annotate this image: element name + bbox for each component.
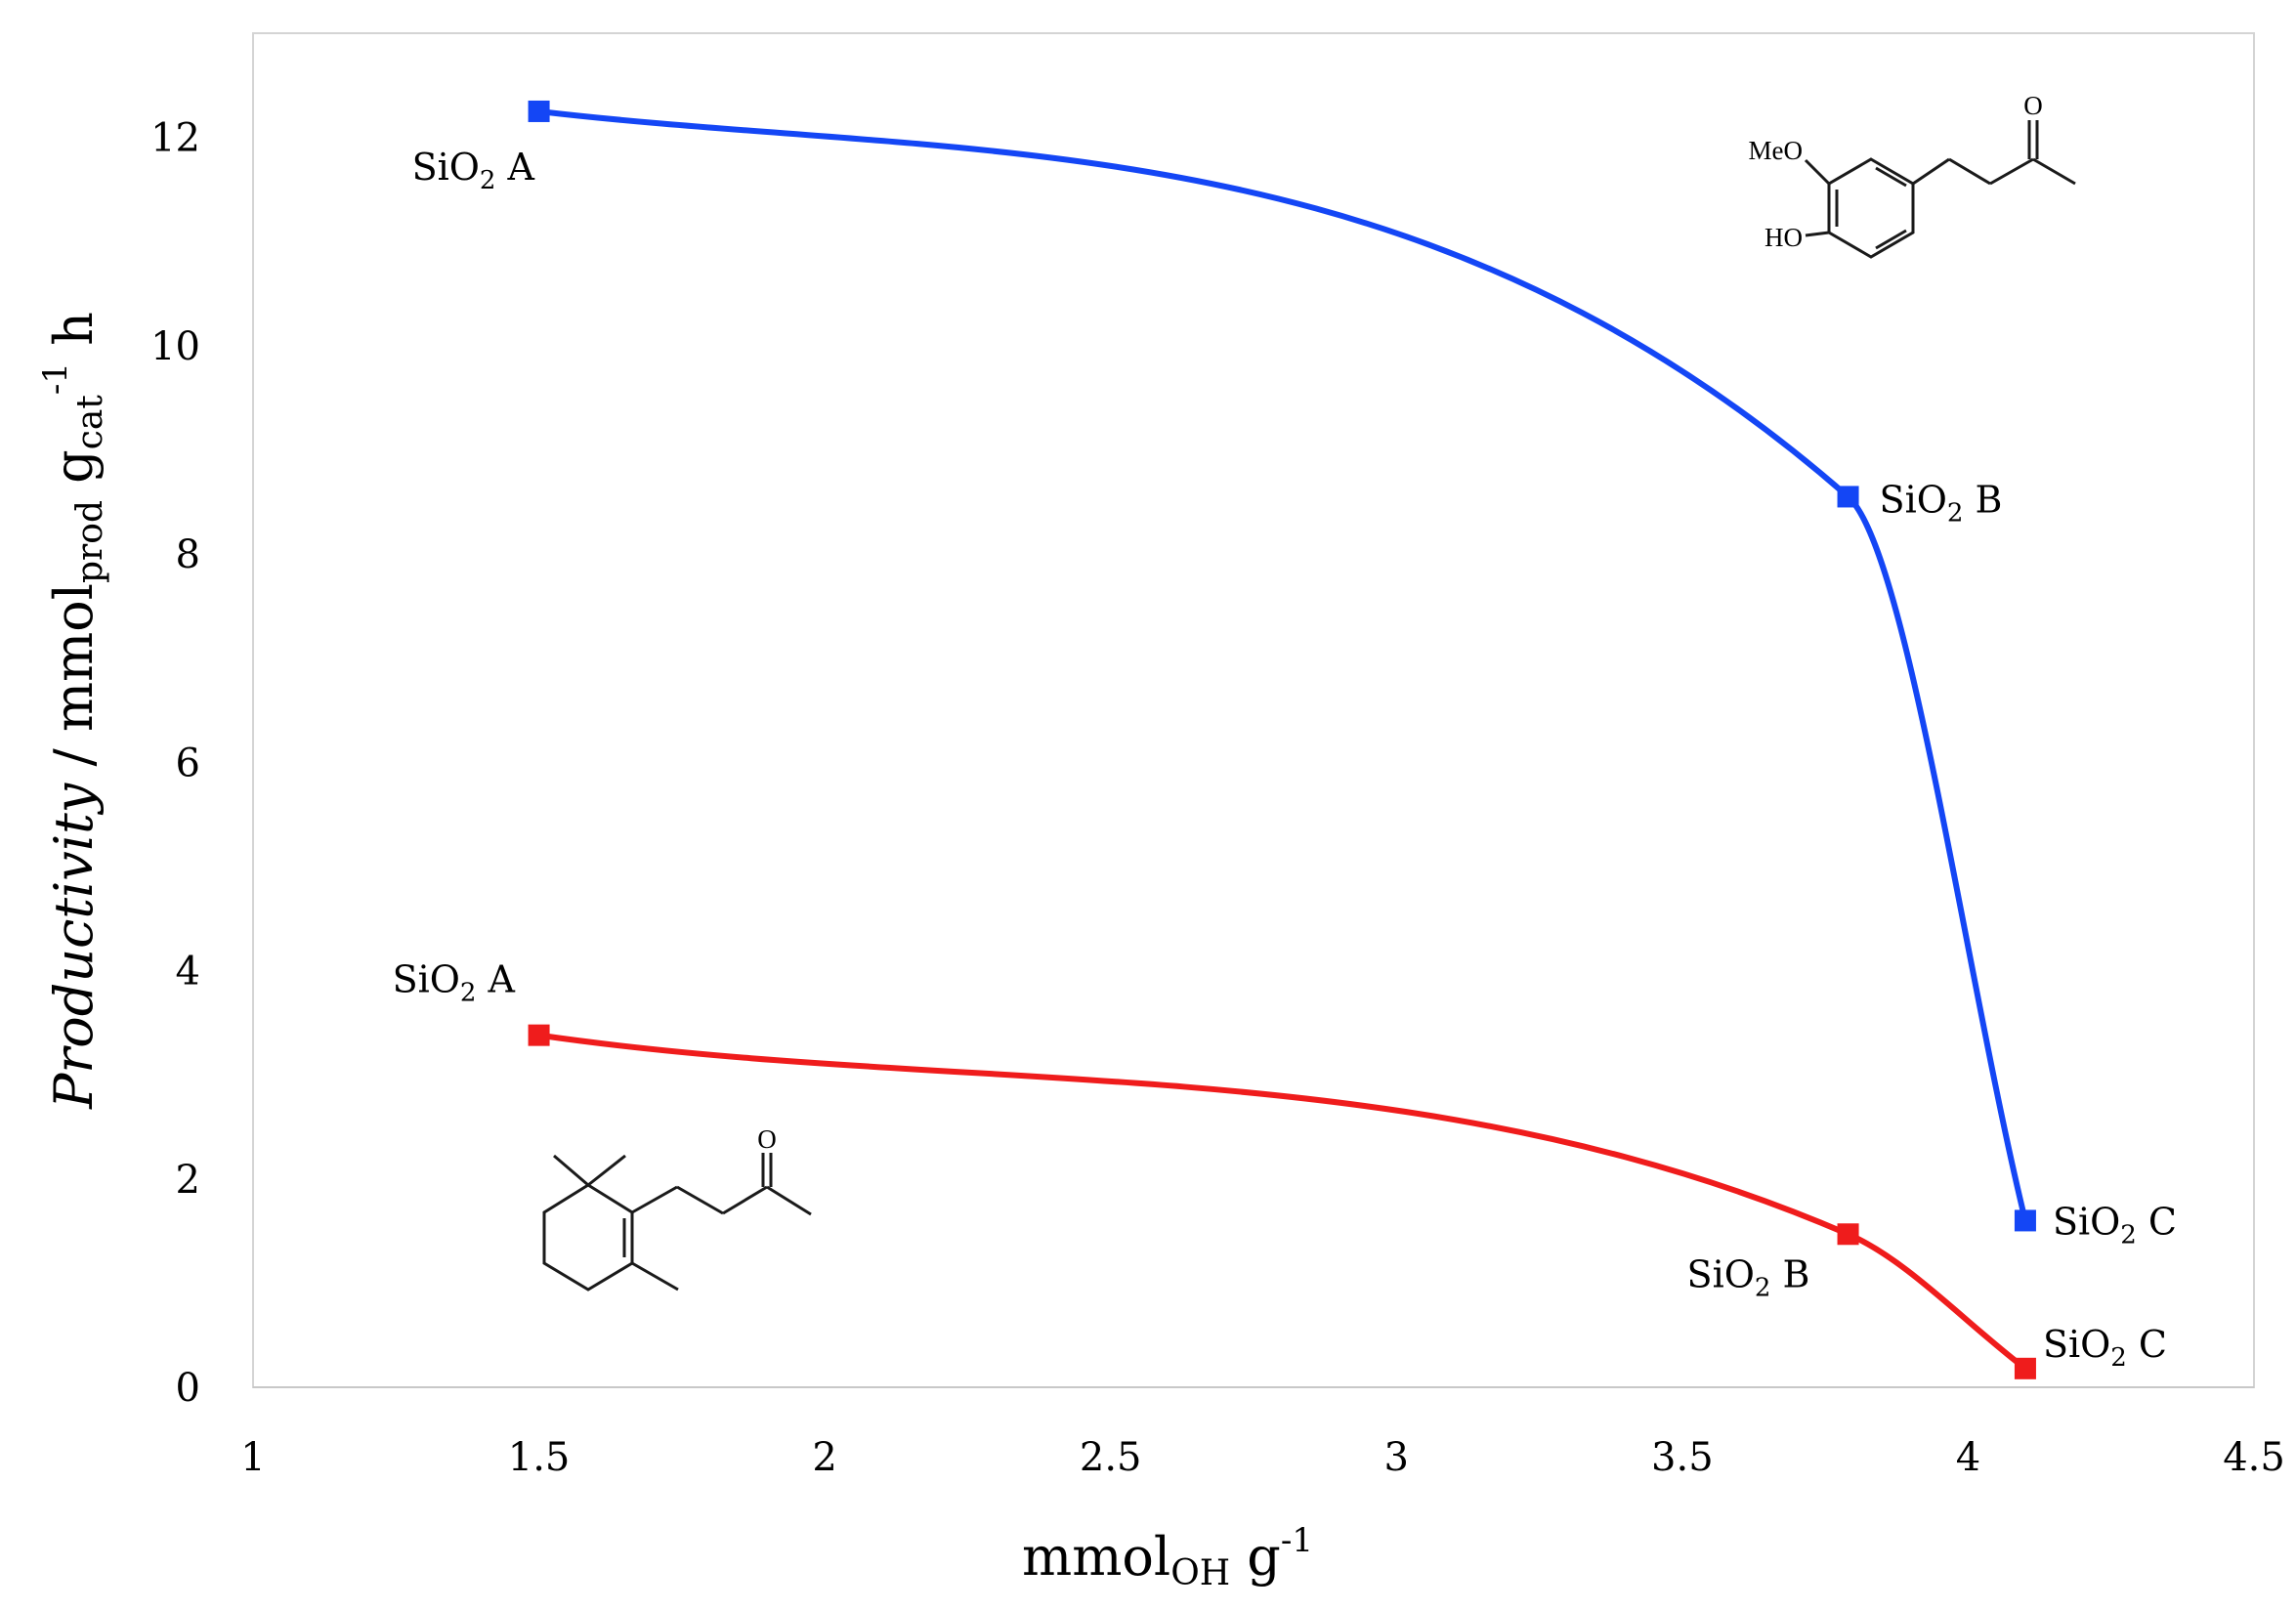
zingerone-inner-bond: [1875, 166, 1907, 188]
zingerone-inner-bond: [1875, 229, 1907, 250]
zingerone-chain-bond: [1989, 157, 2034, 186]
series-0-point: [528, 100, 550, 122]
x-tick-label: 3: [1384, 1435, 1409, 1480]
x-tick-labels: 1 1.5 2 2.5 3 3.5 4 4.5: [240, 1435, 2285, 1480]
series-0-point-label: SiO2 C: [2053, 1200, 2177, 1250]
series-0-point-label: SiO2 B: [1880, 478, 2003, 528]
zingerone-chain-bond: [2032, 157, 2076, 186]
series-0-line: [538, 107, 2028, 1222]
series-0-point: [1837, 486, 1859, 508]
dihydro-ionone-chain-bond: [766, 1185, 812, 1216]
x-tick-label: 2.5: [1080, 1435, 1142, 1480]
x-tick-label: 1.5: [508, 1435, 571, 1480]
zingerone-meo-label: MeO: [1749, 136, 1804, 165]
y-tick-label: 0: [176, 1366, 200, 1411]
series-1-point-label: SiO2 B: [1687, 1252, 1810, 1302]
dihydro-ionone-oxo-label: O: [757, 1124, 777, 1154]
series-1-point: [528, 1024, 550, 1046]
series-1-point: [2014, 1357, 2036, 1379]
zingerone-ho-label: HO: [1765, 223, 1803, 252]
dihydro-ionone-chain-bond: [631, 1185, 678, 1214]
y-tick-label: 4: [176, 950, 200, 995]
zingerone-chain-bond: [1948, 157, 1991, 186]
y-tick-label: 8: [176, 532, 200, 577]
dihydro-ionone-structure: O: [542, 1124, 812, 1292]
zingerone-methoxy-bond: [1804, 158, 1831, 186]
zingerone-structure: O MeO HO: [1749, 91, 2076, 259]
y-axis-title: Productivity / mmolprod gcat-1 h: [36, 312, 110, 1110]
point-labels: SiO2 A SiO2 B SiO2 C SiO2 A SiO2 B SiO2 C: [393, 146, 2177, 1373]
series-1-line: [538, 1032, 2027, 1372]
zingerone-hydroxy-bond: [1805, 231, 1830, 237]
dihydro-ionone-ring: [542, 1183, 634, 1292]
zingerone-benzene-ring: [1827, 157, 1915, 259]
series-0-point: [2014, 1209, 2036, 1232]
zingerone-chain-bond: [1912, 157, 1950, 186]
dihydro-ionone-methyl: [631, 1261, 679, 1292]
series-layer: [528, 100, 2036, 1379]
series-0-point-label: SiO2 A: [412, 146, 535, 195]
dihydro-ionone-chain-bond: [722, 1185, 768, 1215]
series-1-point: [1837, 1223, 1859, 1246]
x-tick-label: 4: [1956, 1435, 1980, 1480]
dihydro-ionone-gem-methyl: [553, 1154, 589, 1187]
y-tick-label: 10: [150, 324, 200, 369]
x-tick-label: 1: [240, 1435, 265, 1480]
dihydro-ionone-chain-bond: [676, 1185, 724, 1215]
y-tick-label: 12: [150, 116, 200, 161]
plot-frame: [252, 32, 2255, 1388]
zingerone-oxo-label: O: [2023, 91, 2043, 120]
x-tick-label: 4.5: [2223, 1435, 2285, 1480]
x-tick-label: 3.5: [1651, 1435, 1714, 1480]
y-tick-labels: 0 2 4 6 8 10 12: [150, 116, 200, 1411]
x-axis-title: mmolOH g-1: [1022, 1521, 1313, 1593]
y-tick-label: 2: [176, 1158, 200, 1203]
series-1-point-label: SiO2 A: [393, 958, 516, 1008]
series-1-point-label: SiO2 C: [2043, 1323, 2167, 1373]
x-tick-label: 2: [812, 1435, 836, 1480]
y-tick-label: 6: [176, 741, 200, 785]
dihydro-ionone-gem-methyl: [587, 1154, 626, 1187]
